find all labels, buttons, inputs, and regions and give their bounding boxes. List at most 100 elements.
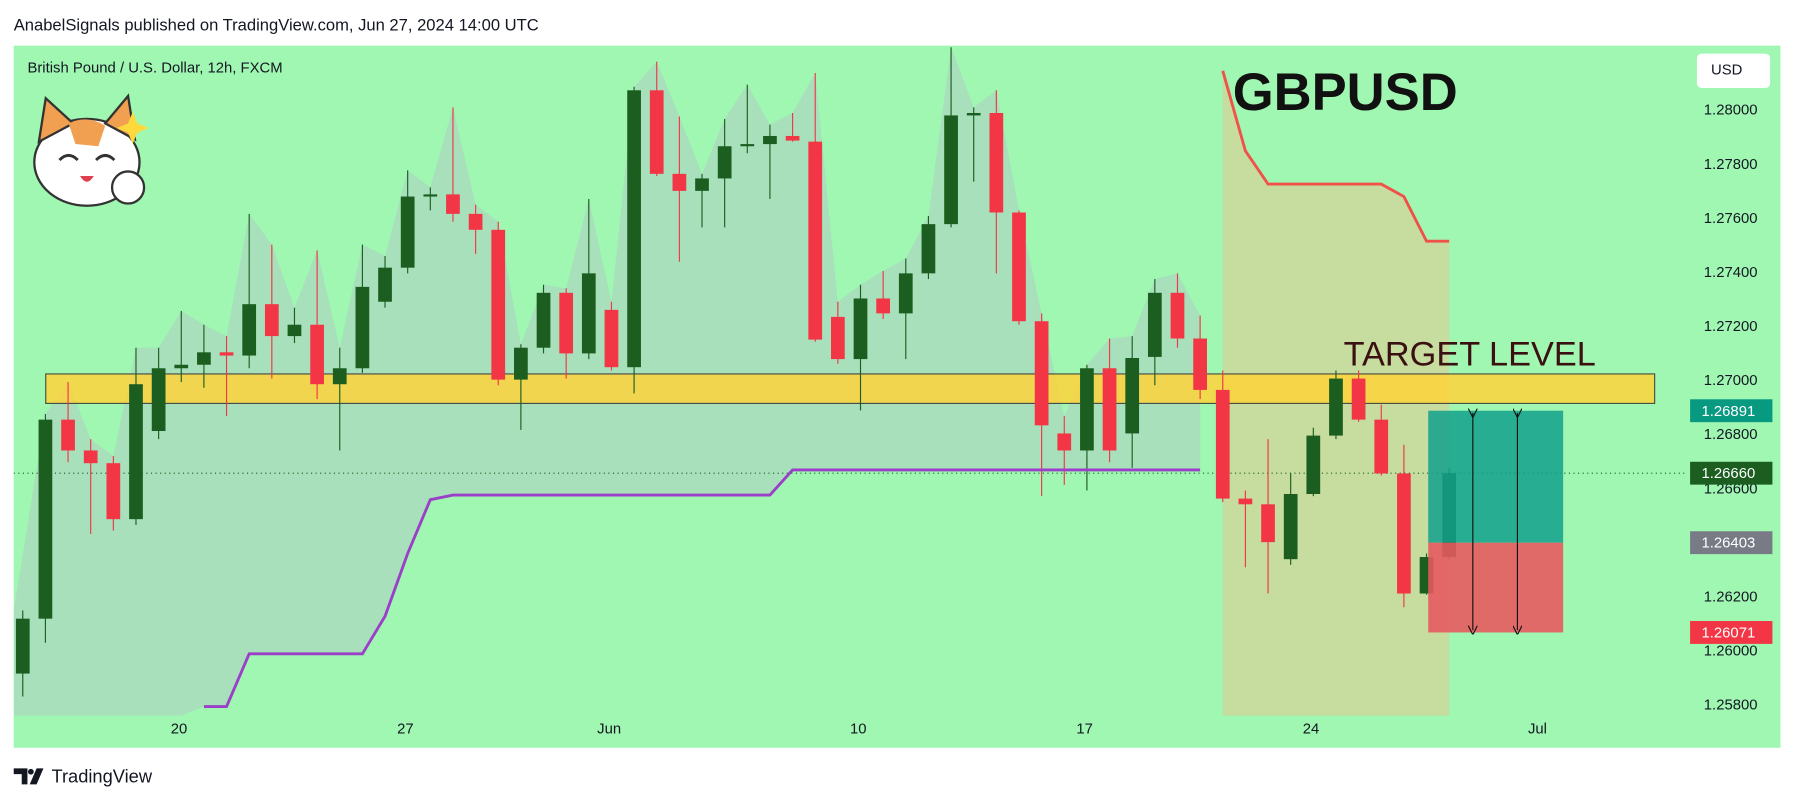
candle-body <box>1397 473 1411 594</box>
candle-body <box>242 304 257 356</box>
y-tick-label: 1.26600 <box>1704 481 1758 497</box>
candle-body <box>174 364 189 369</box>
candle-body <box>536 292 551 348</box>
candle-body <box>1306 435 1321 495</box>
candle-body <box>1351 378 1366 420</box>
position-target <box>1428 410 1564 543</box>
position-stop <box>1428 542 1564 633</box>
x-tick-label: Jun <box>597 721 621 737</box>
logo <box>13 768 44 785</box>
annotation: GBPUSD <box>1233 63 1458 122</box>
y-tick-label: 1.28000 <box>1704 103 1758 119</box>
header: AnabelSignals published on TradingView.c… <box>14 16 539 35</box>
price-label: 1.26403 <box>1702 536 1756 552</box>
candle-body <box>921 224 936 274</box>
candle-body <box>876 298 891 314</box>
candle-body <box>1080 368 1094 451</box>
y-tick-label: 1.27200 <box>1704 319 1758 335</box>
candle-body <box>264 304 279 337</box>
y-tick-label: 1.27400 <box>1704 265 1758 281</box>
legend-text: British Pound / U.S. Dollar, 12h, FXCM <box>27 60 282 76</box>
candle-body <box>1012 212 1026 322</box>
x-tick-label: 10 <box>850 721 867 737</box>
candle-body <box>1057 433 1072 451</box>
candle-body <box>898 273 913 314</box>
candle-body <box>15 618 30 674</box>
candle-body <box>740 144 755 147</box>
candle-body <box>1102 368 1117 451</box>
candle-body <box>581 273 596 354</box>
candle-body <box>468 213 483 230</box>
price-label: 1.26071 <box>1702 626 1756 642</box>
candle-body <box>38 419 53 619</box>
plot <box>13 47 1685 716</box>
candle-body <box>989 112 1004 213</box>
y-tick-label: 1.27800 <box>1704 157 1758 173</box>
y-tick-label: 1.27000 <box>1704 373 1758 389</box>
candle-body <box>400 196 415 268</box>
candle-body <box>1170 292 1185 339</box>
footer-brand: TradingView <box>51 765 152 786</box>
candle-body <box>604 309 619 368</box>
candle-body <box>1283 494 1298 560</box>
candle-body <box>831 316 845 360</box>
candle-body <box>1193 338 1207 390</box>
price-label-bg <box>1690 461 1773 485</box>
candle-body <box>1374 419 1389 474</box>
candle-body <box>446 194 460 214</box>
candle-body <box>1125 357 1140 434</box>
candle-body <box>966 112 981 116</box>
y-tick-label: 1.26800 <box>1704 427 1758 443</box>
y-tick-label: 1.27600 <box>1704 211 1758 227</box>
price-label-bg <box>1690 531 1773 555</box>
candle-body <box>491 229 506 380</box>
candle-body <box>1329 378 1343 436</box>
candle-body <box>151 368 166 432</box>
candle-body <box>423 194 438 197</box>
candle-body <box>514 347 528 380</box>
currency-button[interactable] <box>1696 53 1771 88</box>
price-label: 1.26891 <box>1702 404 1756 420</box>
candle-body <box>785 135 800 141</box>
candle-body <box>129 384 143 520</box>
candle-body <box>672 173 687 191</box>
mascot <box>33 93 149 207</box>
candle-body <box>1261 504 1275 543</box>
candle-body <box>808 141 823 340</box>
candle-body <box>378 267 392 302</box>
candle-body <box>627 90 641 368</box>
candle-body <box>1147 292 1162 357</box>
candle-body <box>219 352 234 356</box>
candle-body <box>717 146 732 179</box>
x-tick-label: 24 <box>1303 721 1320 737</box>
candle-body <box>944 115 958 225</box>
price-label-bg <box>1690 621 1773 644</box>
candle-body <box>1215 389 1230 499</box>
candle-body <box>559 292 574 354</box>
x-tick-label: 20 <box>171 721 188 737</box>
candle-body <box>355 286 370 369</box>
candle-body <box>310 324 324 385</box>
price-label: 1.26660 <box>1702 466 1756 482</box>
candle-body <box>83 450 98 464</box>
candle-body <box>695 178 709 191</box>
candle-body <box>1034 321 1049 426</box>
y-tick-label: 1.25800 <box>1704 698 1758 714</box>
axis: 1.258001.260001.262001.264001.266001.268… <box>171 103 1773 737</box>
x-tick-label: Jul <box>1528 721 1547 737</box>
x-tick-label: 27 <box>397 721 414 737</box>
target-zone <box>45 373 1656 404</box>
candle-body <box>763 135 777 145</box>
candle-body <box>332 368 347 385</box>
candle-body <box>197 352 211 365</box>
candle-body <box>287 324 302 337</box>
currency[interactable]: USD <box>1711 63 1743 79</box>
price-label-bg <box>1690 399 1773 423</box>
candle-body <box>106 463 121 520</box>
candle-body <box>61 419 75 451</box>
overlay-line <box>203 468 1201 708</box>
y-tick-label: 1.26200 <box>1704 589 1758 605</box>
candle-body <box>853 298 868 360</box>
